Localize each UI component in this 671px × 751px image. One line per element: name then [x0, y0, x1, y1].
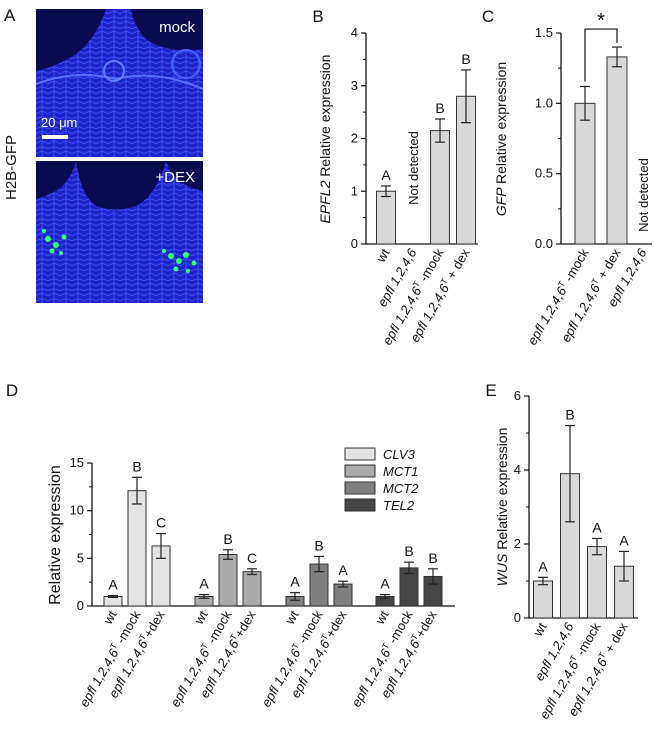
panel-d-ytick-label: 5 — [77, 550, 84, 565]
panel-c-significance-star: * — [597, 10, 605, 32]
panel-e-bar — [533, 580, 553, 619]
micrograph-dex: +DEX — [36, 161, 203, 303]
panel-b-ytick-label: 1 — [351, 183, 358, 198]
panel-d-letter: A — [199, 576, 209, 592]
mock-label: mock — [159, 19, 195, 36]
panel-letter-d: D — [6, 381, 18, 400]
legend-swatch-mct2 — [344, 481, 376, 495]
panel-d-letter: B — [132, 458, 141, 474]
panel-e-bar — [587, 546, 607, 619]
panel-d-letter: C — [156, 515, 166, 531]
panel-d-letter: A — [108, 577, 118, 593]
panel-d-ytick-label: 0 — [77, 598, 84, 613]
panel-e-letter: A — [538, 558, 548, 574]
panel-d-letter: B — [428, 550, 437, 566]
panel-b-bar — [430, 130, 450, 245]
panel-d-letter: B — [223, 531, 232, 547]
panel-d-mct1-bar — [218, 554, 238, 607]
panel-b-ytick-label: 3 — [351, 78, 358, 93]
panel-b-bar — [376, 190, 396, 245]
panel-e-ytick-label: 4 — [514, 462, 521, 477]
scale-bar-label: 20 μm — [41, 115, 78, 130]
legend-swatch-clv3 — [344, 447, 376, 461]
panel-d-mct1-bar — [242, 571, 262, 607]
panel-d-letter: A — [380, 576, 390, 592]
micrograph-mock: mock 20 μm — [36, 9, 203, 157]
scale-bar — [42, 135, 68, 139]
panel-b-ytick-label: 4 — [351, 25, 358, 40]
panel-b-ytick-label: 0 — [351, 236, 358, 251]
panel-c-ytick-label: 0.0 — [535, 236, 553, 251]
panel-d-ytick-label: 15 — [70, 455, 84, 470]
panel-b-category-label: wt — [373, 246, 393, 266]
panel-b-letter: B — [461, 51, 470, 67]
panel-d-letter: C — [247, 550, 257, 566]
panel-letter-a: A — [4, 6, 16, 25]
dex-label: +DEX — [155, 169, 195, 186]
panel-e-letter: A — [619, 532, 629, 548]
panel-b-letter: A — [381, 167, 391, 183]
panel-d-clv3-bar — [127, 490, 147, 607]
panel-d-category-label: wt — [282, 608, 302, 628]
panel-b-ytick-label: 2 — [351, 131, 358, 146]
panel-e-letter: A — [592, 519, 602, 535]
panel-c-significance-bracket — [584, 28, 618, 82]
panel-d-ytick-label: 10 — [70, 503, 84, 518]
panel-d-ylabel: Relative expression — [47, 465, 64, 605]
panel-b-ylabel: EPFL2 Relative expression — [317, 55, 333, 224]
panel-b-not-detected: Not detected — [406, 131, 421, 205]
panel-d-category-label: wt — [372, 608, 392, 628]
panel-d-letter: A — [338, 562, 348, 578]
panel-c-bar — [606, 56, 628, 245]
panel-d-letter: A — [290, 574, 300, 590]
legend-label-mct2: MCT2 — [383, 481, 419, 496]
panel-c-ytick-label: 0.5 — [535, 166, 553, 181]
panel-letter-b: B — [312, 7, 323, 26]
panel-d-letter: B — [404, 543, 413, 559]
panel-c-ytick-label: 1.0 — [535, 95, 553, 110]
panel-d-category-label: wt — [191, 608, 211, 628]
panel-e-ytick-label: 0 — [514, 610, 521, 625]
panel-c-not-detected: Not detected — [636, 158, 651, 232]
panel-b-letter: B — [435, 100, 444, 116]
panel-e-letter: B — [565, 407, 574, 423]
legend-label-clv3: CLV3 — [383, 447, 416, 462]
legend-label-tel2: TEL2 — [383, 498, 415, 513]
legend-swatch-mct1 — [344, 464, 376, 478]
panel-d-category-label: wt — [100, 608, 120, 628]
panel-e-category-label: wt — [530, 620, 550, 640]
panel-c-ylabel: GFP Relative expression — [493, 62, 509, 216]
panel-e-ytick-label: 6 — [514, 388, 521, 403]
panel-c-bar — [574, 102, 596, 245]
panel-letter-e: E — [485, 381, 496, 400]
panel-c-ytick-label: 1.5 — [535, 25, 553, 40]
panel-e-ytick-label: 2 — [514, 536, 521, 551]
legend-swatch-tel2 — [344, 498, 376, 512]
panel-d-letter: B — [314, 537, 323, 553]
panel-e-ylabel: WUS Relative expression — [494, 428, 510, 587]
panel-letter-c: C — [482, 7, 494, 26]
legend-label-mct1: MCT1 — [383, 464, 418, 479]
